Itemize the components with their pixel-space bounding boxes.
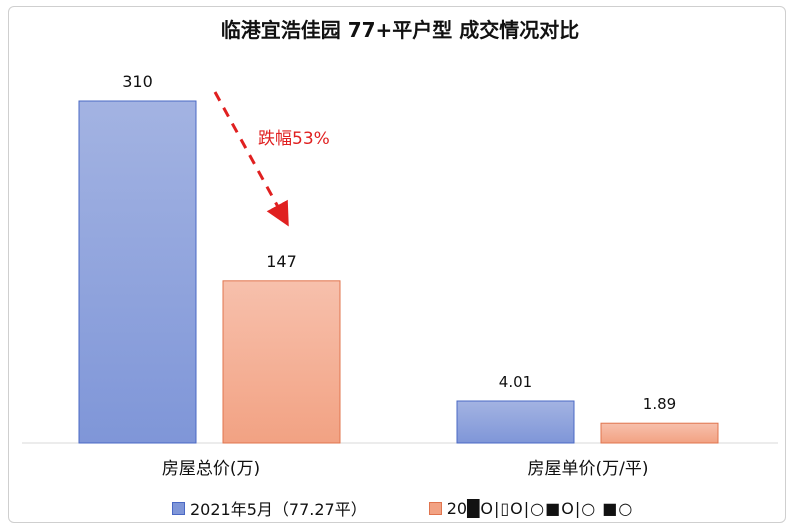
legend-label-second: 20 bbox=[446, 498, 468, 518]
legend: 2021年5月（77.27平） 20 █O|▯O|○■O|○ ■○ bbox=[172, 496, 695, 520]
legend-label-second-garbled: █O|▯O|○■O|○ ■○ bbox=[467, 498, 634, 518]
bar-unit-price-2021 bbox=[456, 400, 575, 444]
decline-arrow bbox=[213, 91, 289, 227]
category-label-unit-price: 房屋单价(万/平) bbox=[528, 459, 649, 479]
chart-title: 临港宜浩佳园 77+平户型 成交情况对比 bbox=[220, 18, 580, 42]
decline-annotation: 跌幅53% bbox=[258, 129, 330, 149]
data-label-unit-price-2021: 4.01 bbox=[499, 373, 532, 391]
data-label-unit-price-second: 1.89 bbox=[643, 395, 676, 413]
legend-label-2021: 2021年5月（77.27平） bbox=[190, 500, 367, 519]
legend-item-2021: 2021年5月（77.27平） bbox=[172, 496, 367, 520]
legend-swatch-2021 bbox=[172, 501, 185, 515]
legend-item-second: 20 █O|▯O|○■O|○ ■○ bbox=[428, 498, 634, 518]
legend-swatch-second bbox=[428, 501, 442, 515]
category-label-total-price: 房屋总价(万) bbox=[162, 459, 260, 479]
data-label-total-price-second: 147 bbox=[266, 252, 297, 271]
data-label-total-price-2021: 310 bbox=[122, 72, 153, 91]
bar-total-price-2021 bbox=[78, 100, 197, 444]
bar-unit-price-second bbox=[600, 422, 719, 444]
bar-total-price-second bbox=[222, 280, 341, 444]
